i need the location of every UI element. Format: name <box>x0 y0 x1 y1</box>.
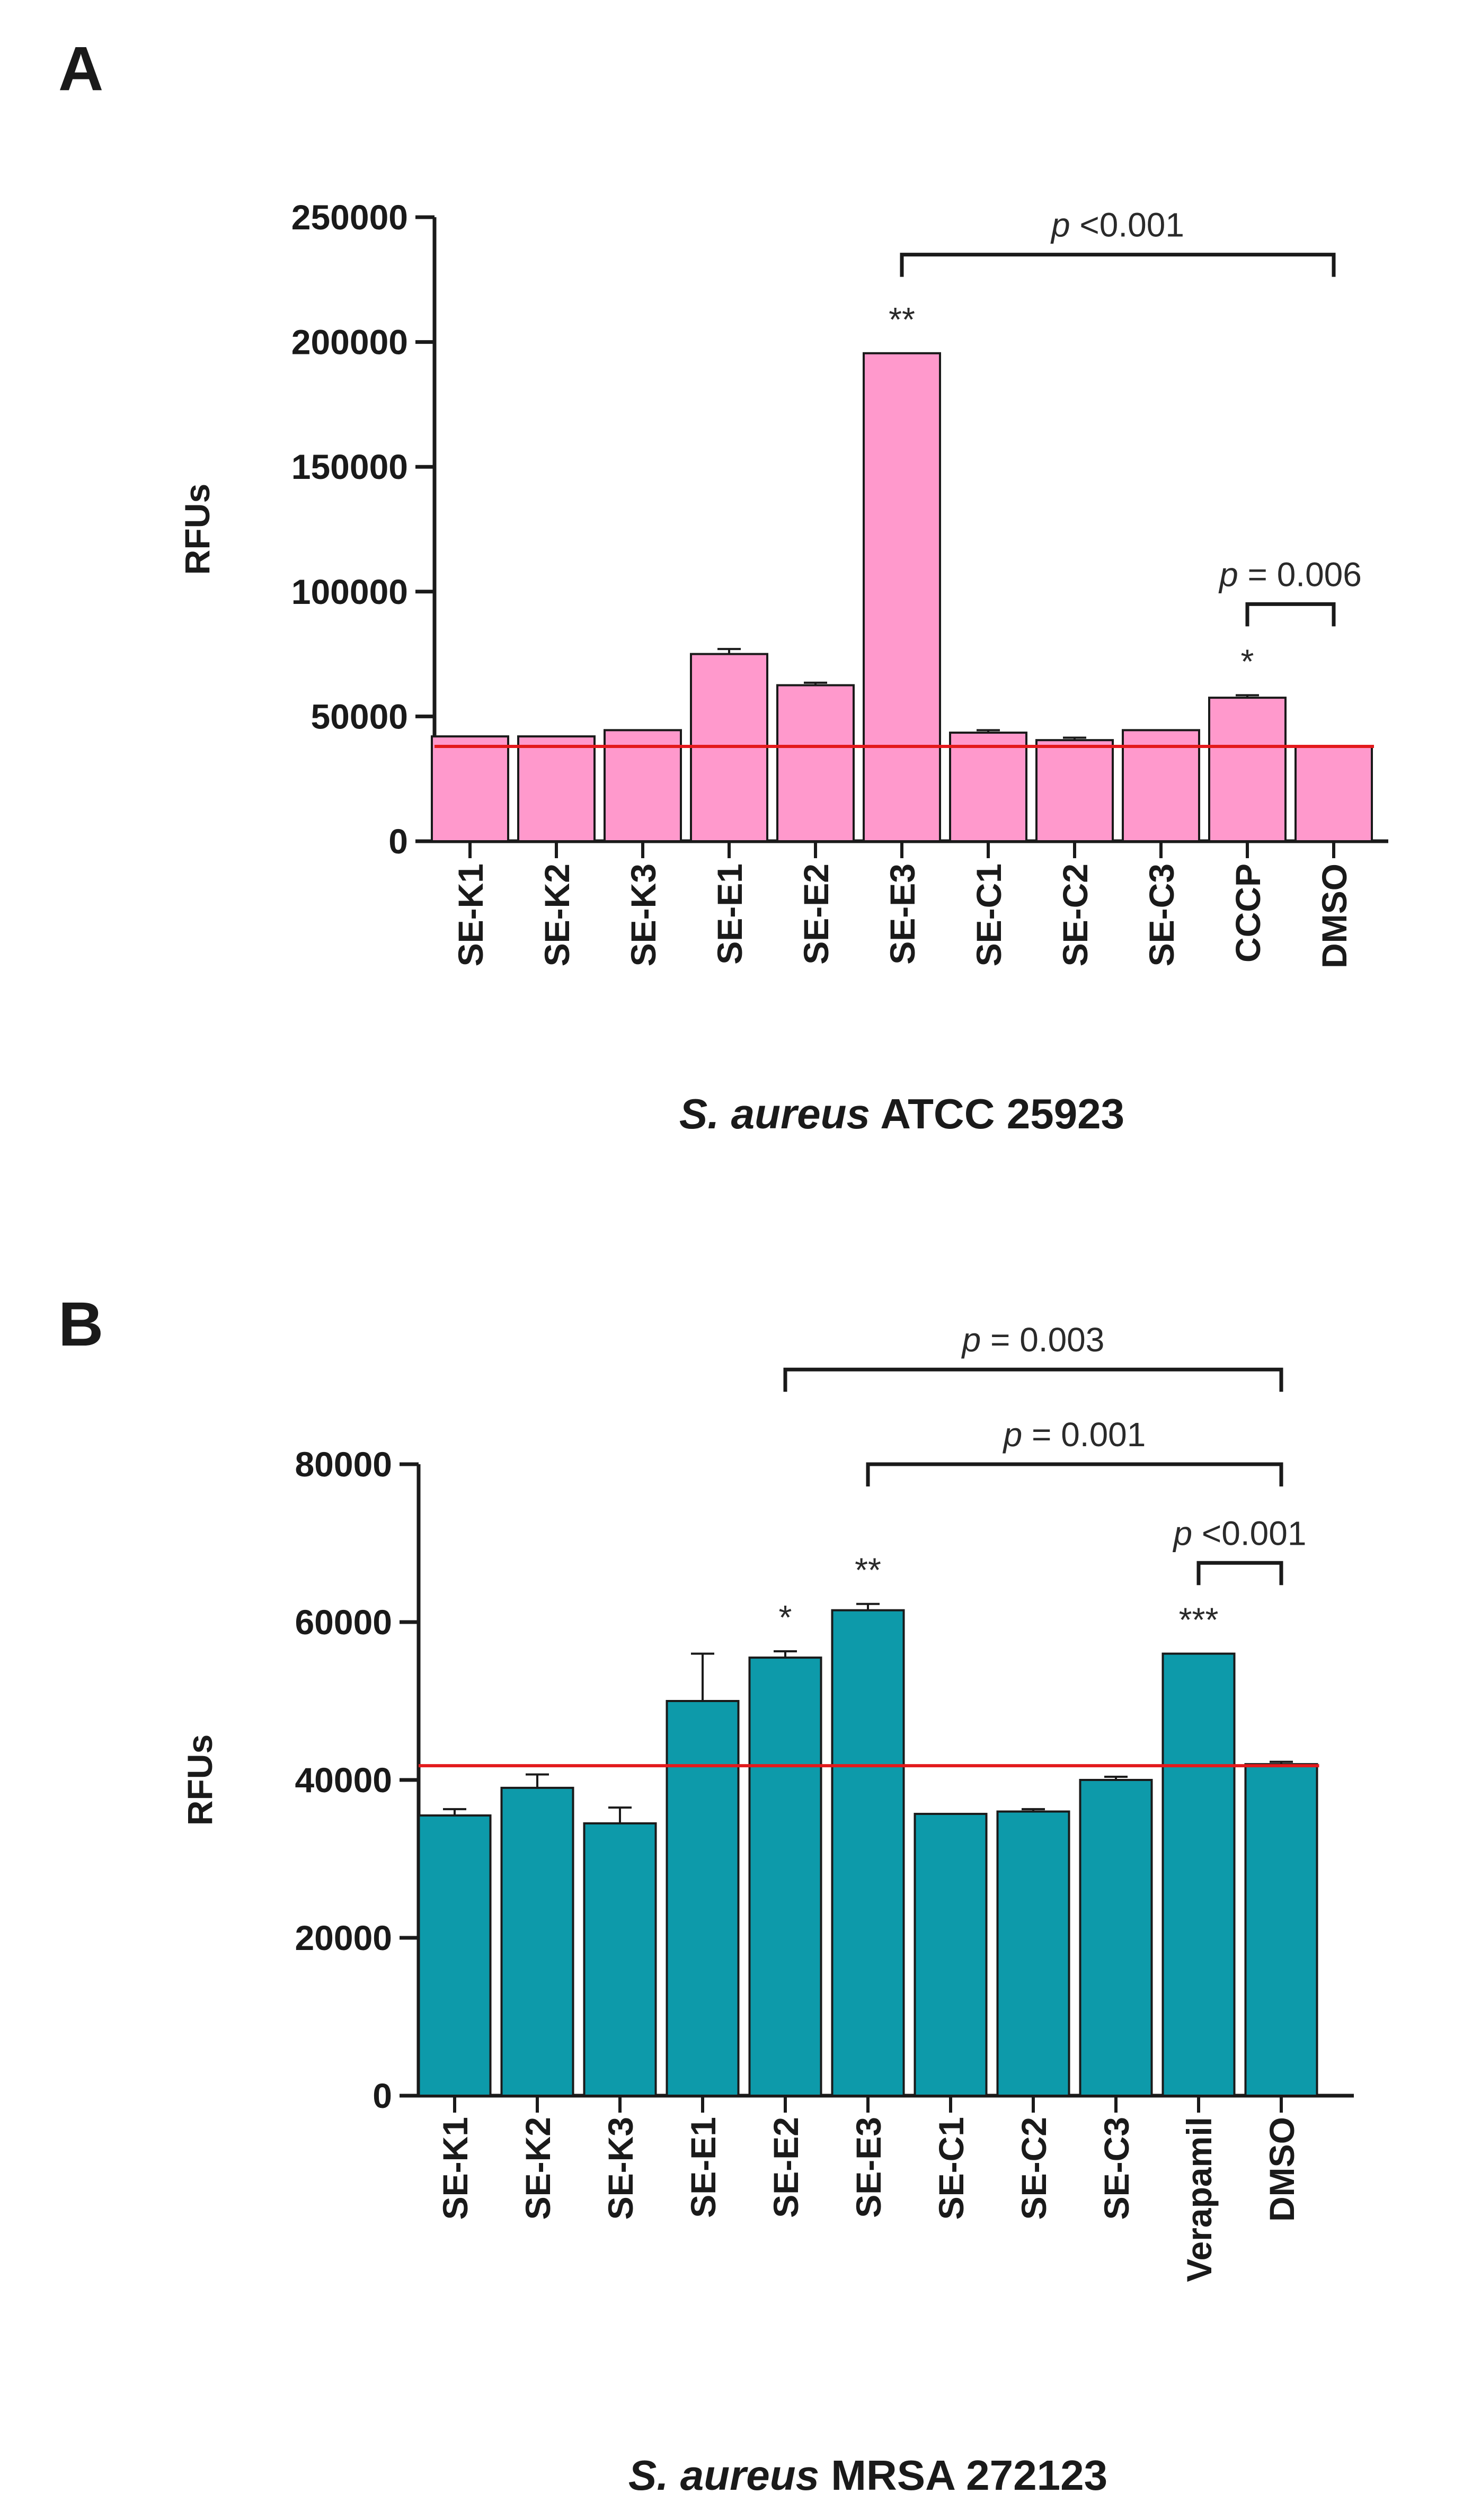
y-tick-label: 150000 <box>291 447 408 486</box>
comparison-bracket <box>866 1462 1283 1486</box>
bar <box>863 352 941 842</box>
comparison-bracket <box>900 253 1336 277</box>
y-tick-label: 0 <box>373 2076 392 2115</box>
bar <box>1035 739 1114 842</box>
significance-marker: *** <box>1179 1601 1219 1639</box>
category-label: SE-C2 <box>1056 863 1095 966</box>
x-axis-title-strain: MRSA 272123 <box>819 2452 1107 2499</box>
y-tick-label: 250000 <box>291 198 408 237</box>
y-tick-label: 80000 <box>295 1445 392 1484</box>
bar <box>949 732 1027 842</box>
bar <box>776 684 855 842</box>
x-axis-title: S. aureus MRSA 272123 <box>628 2452 1107 2499</box>
bar <box>517 735 596 842</box>
bar <box>1294 745 1373 842</box>
bar <box>1244 1763 1318 2097</box>
comparison-bracket <box>1245 602 1336 627</box>
p-symbol: p <box>1218 555 1238 593</box>
p-value: = 0.006 <box>1238 555 1362 593</box>
y-axis-title: RFUs <box>180 1734 219 1826</box>
significance-marker: * <box>779 1598 792 1636</box>
significance-marker: * <box>1241 642 1254 680</box>
p-value: = 0.003 <box>981 1321 1104 1359</box>
panel-letter: B <box>58 1289 103 1359</box>
bar <box>431 735 509 842</box>
bar <box>666 1700 740 2097</box>
category-label: SE-E3 <box>883 863 922 965</box>
category-label: CCCP <box>1228 863 1267 963</box>
category-label: SE-E3 <box>849 2117 888 2218</box>
category-label: SE-C3 <box>1097 2117 1136 2220</box>
comparison-bracket <box>1196 1561 1283 1586</box>
y-tick-label: 20000 <box>295 1918 392 1957</box>
y-axis-title: RFUs <box>178 484 217 575</box>
panel-b: B 0 20000 40000 60000 80000 RFUs SE-K1 SE-K2 SE-K… <box>58 1289 1354 2499</box>
bar <box>418 1814 492 2097</box>
category-label: SE-K1 <box>436 2117 475 2220</box>
category-label: SE-K2 <box>518 2117 557 2220</box>
bar <box>996 1810 1070 2097</box>
panel-a: A 0 50000 100000 150000 200000 250000 RFUs SE-K1… <box>58 34 1388 1137</box>
bar <box>583 1822 657 2097</box>
panel-letter: A <box>58 34 103 104</box>
bar <box>1161 1652 1236 2097</box>
category-label: SE-K1 <box>451 863 490 966</box>
y-tick-label: 50000 <box>311 697 408 736</box>
p-value-label: p = 0.006 <box>1218 555 1362 593</box>
p-value-label: p <0.001 <box>1050 206 1184 244</box>
bar <box>604 729 682 843</box>
category-label: DMSO <box>1262 2117 1301 2222</box>
category-label: DMSO <box>1315 863 1354 968</box>
category-label: SE-K2 <box>537 863 577 966</box>
y-tick-label: 0 <box>388 822 408 861</box>
p-value: = 0.001 <box>1022 1415 1146 1454</box>
bar <box>748 1657 822 2097</box>
p-symbol: p <box>1050 206 1070 244</box>
category-label: SE-E2 <box>796 863 836 965</box>
category-label: SE-E1 <box>684 2117 723 2218</box>
category-label: SE-K3 <box>601 2117 640 2220</box>
bar <box>500 1786 574 2097</box>
category-label: SE-K3 <box>624 863 663 966</box>
p-value: <0.001 <box>1070 206 1184 244</box>
category-label: SE-C1 <box>932 2117 971 2220</box>
comparison-bracket <box>783 1367 1283 1392</box>
p-value-label: p = 0.001 <box>1003 1415 1146 1454</box>
significance-marker: ** <box>855 1551 881 1589</box>
y-tick-label: 200000 <box>291 323 408 362</box>
bar <box>831 1609 905 2097</box>
y-tick-label: 60000 <box>295 1602 392 1642</box>
category-label: Verapamil <box>1180 2117 1219 2282</box>
p-symbol: p <box>961 1321 981 1359</box>
p-value-label: p <0.001 <box>1173 1514 1307 1552</box>
x-axis-title-species: S. aureus <box>679 1090 870 1137</box>
category-label: SE-C1 <box>969 863 1008 966</box>
bar <box>1208 697 1287 843</box>
x-axis-title-strain: ATCC 25923 <box>870 1090 1124 1137</box>
category-label: SE-C2 <box>1014 2117 1053 2220</box>
x-axis-title-species: S. aureus <box>628 2452 819 2499</box>
bar <box>1079 1779 1153 2097</box>
p-value: <0.001 <box>1192 1514 1306 1552</box>
x-axis-title: S. aureus ATCC 25923 <box>679 1090 1124 1137</box>
category-label: SE-E2 <box>766 2117 805 2218</box>
bar <box>914 1813 988 2097</box>
significance-marker: ** <box>889 300 915 339</box>
y-tick-label: 100000 <box>291 572 408 611</box>
category-label: SE-E1 <box>710 863 749 965</box>
p-symbol: p <box>1173 1514 1193 1552</box>
p-symbol: p <box>1003 1415 1023 1454</box>
category-label: SE-C3 <box>1142 863 1181 966</box>
p-value-label: p = 0.003 <box>961 1321 1105 1359</box>
y-tick-label: 40000 <box>295 1760 392 1800</box>
